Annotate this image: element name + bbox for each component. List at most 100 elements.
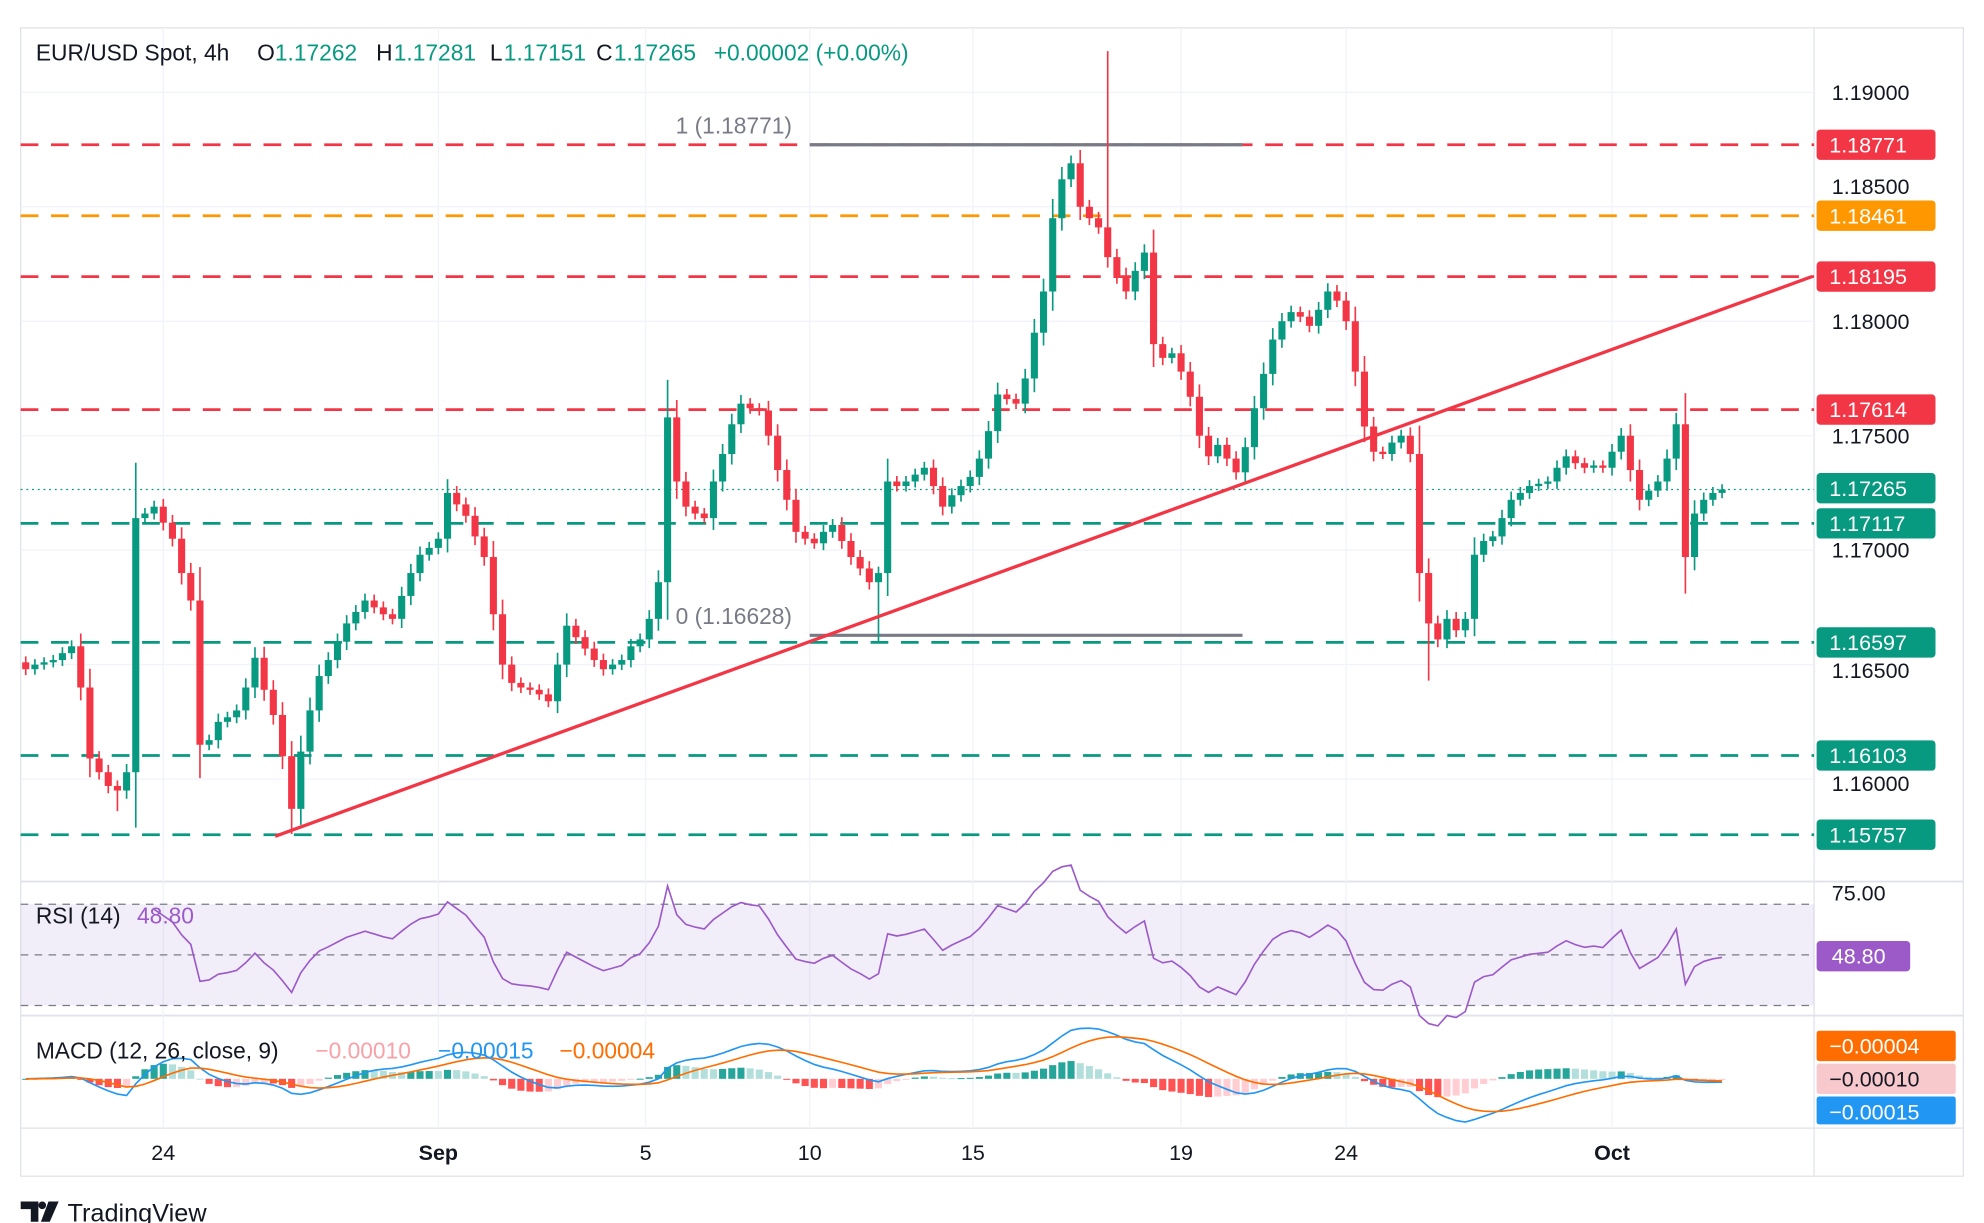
macd-histogram-bar — [425, 1071, 433, 1079]
macd-histogram-bar — [1672, 1075, 1680, 1079]
candle — [205, 734, 213, 751]
candle — [572, 618, 580, 645]
candle-body — [544, 694, 552, 702]
candle — [829, 519, 837, 538]
candle — [1663, 449, 1671, 491]
macd-histogram-bar — [508, 1078, 516, 1089]
macd-histogram-bar — [856, 1078, 864, 1089]
macd-histogram-bar — [77, 1078, 85, 1080]
candle — [874, 566, 883, 642]
candle — [1095, 211, 1103, 234]
macd-histogram-bar — [636, 1078, 644, 1080]
candle-body — [1553, 467, 1561, 482]
macd-histogram-bar — [810, 1078, 818, 1088]
macd-histogram-bar — [443, 1069, 452, 1079]
support-resistance-levels — [20, 143, 1815, 837]
candle-body — [196, 600, 204, 745]
candle — [1599, 460, 1607, 473]
candle — [1122, 267, 1130, 300]
time-axis-tick: 10 — [798, 1141, 822, 1165]
candle-body — [278, 714, 287, 757]
macd-histogram-bar — [764, 1072, 772, 1079]
macd-histogram-bar — [1461, 1078, 1469, 1094]
macd-histogram-bar — [1617, 1071, 1625, 1079]
candle — [333, 633, 342, 669]
candle-body — [379, 607, 387, 615]
current-price-label — [1816, 473, 1936, 504]
macd-histogram-bar — [1260, 1078, 1268, 1086]
candle — [810, 533, 818, 549]
candle-body — [1709, 492, 1717, 500]
candle-body — [764, 410, 772, 436]
macd-histogram-bar — [1480, 1078, 1488, 1084]
candle-body — [443, 492, 452, 539]
candle-body — [1104, 227, 1112, 258]
candle — [269, 680, 277, 725]
macd-histogram-bar — [159, 1063, 167, 1079]
macd-histogram-bar — [1388, 1078, 1396, 1088]
candle — [884, 458, 892, 596]
candle — [1269, 328, 1277, 386]
candle — [1709, 486, 1717, 506]
candle — [1544, 476, 1552, 489]
candle-body — [1058, 179, 1066, 219]
candle — [783, 459, 791, 511]
macd-histogram-bar — [1039, 1068, 1048, 1079]
candle — [242, 678, 250, 720]
macd-histogram-bar — [1498, 1077, 1506, 1079]
macd-histogram-bar — [691, 1067, 699, 1079]
macd-histogram-bar — [737, 1067, 745, 1079]
candle — [929, 459, 938, 495]
candle — [223, 711, 232, 728]
candle — [480, 527, 488, 566]
candle — [599, 653, 607, 676]
candle-body — [1681, 424, 1689, 558]
candle-body — [1580, 463, 1589, 468]
candle-body — [801, 531, 809, 539]
candle — [95, 751, 103, 780]
symbol-title[interactable]: EUR/USD Spot, 4h — [36, 40, 229, 66]
candle — [1195, 384, 1203, 449]
candle — [764, 400, 772, 446]
macd-line-label — [1816, 1096, 1956, 1125]
macd-histogram-bar — [1232, 1078, 1240, 1096]
macd-histogram-bar — [618, 1078, 626, 1081]
rsi-axis-tick: 75.00 — [1832, 881, 1886, 905]
macd-histogram-bar — [1095, 1069, 1103, 1079]
candle — [847, 533, 855, 565]
candle-body — [242, 687, 250, 711]
macd-hist-label — [1816, 1063, 1956, 1094]
candle — [902, 475, 910, 492]
candle-body — [1443, 618, 1451, 640]
candle-body — [1525, 486, 1534, 493]
level-price-label-text: 1.18461 — [1829, 204, 1907, 228]
candle — [1058, 166, 1066, 231]
price-axis-tick: 1.16500 — [1832, 659, 1910, 683]
candle-body — [948, 495, 956, 507]
candle-body — [902, 481, 910, 487]
macd-histogram-bar — [223, 1078, 232, 1088]
candle — [1012, 393, 1020, 410]
candle — [1645, 484, 1653, 507]
candle — [609, 659, 617, 675]
candle-body — [1278, 321, 1286, 340]
candle-body — [590, 648, 598, 661]
candle-body — [1480, 541, 1488, 555]
price-axis-tick: 1.17000 — [1832, 539, 1910, 563]
symbol-legend: EUR/USD Spot, 4h O 1.17262 H 1.17281 L 1… — [36, 40, 909, 66]
macd-histogram-bar — [86, 1078, 94, 1083]
candle — [1076, 150, 1084, 221]
candle — [1150, 229, 1158, 368]
macd-histogram-bar — [370, 1070, 378, 1079]
candle-body — [480, 536, 488, 558]
candle-body — [434, 538, 442, 548]
price-axis-tick: 1.18000 — [1832, 310, 1910, 334]
trendline-line[interactable] — [274, 275, 1813, 838]
tradingview-logo[interactable]: TradingView — [20, 1200, 208, 1223]
candle — [196, 567, 204, 779]
candle — [1296, 306, 1304, 323]
candle — [544, 688, 552, 708]
candle — [361, 593, 369, 619]
price-axis-tick: 1.17500 — [1832, 424, 1910, 448]
